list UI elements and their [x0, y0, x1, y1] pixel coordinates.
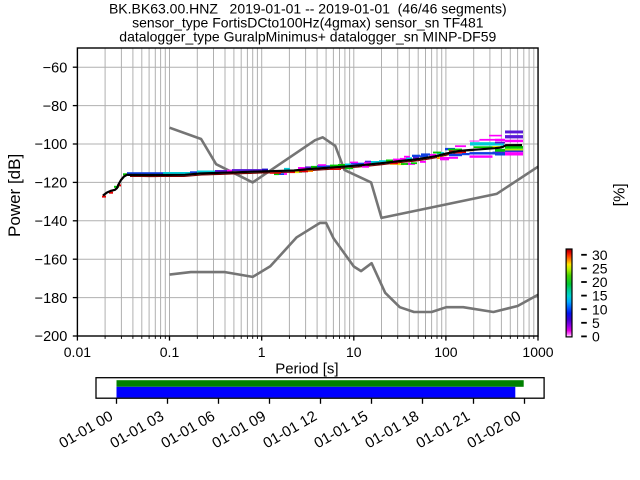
- svg-text:Period [s]: Period [s]: [275, 361, 338, 378]
- svg-text:0: 0: [592, 329, 600, 345]
- svg-text:−60: −60: [43, 60, 68, 76]
- svg-text:0.01: 0.01: [64, 344, 91, 360]
- svg-text:10: 10: [592, 301, 608, 317]
- svg-text:1000: 1000: [522, 344, 553, 360]
- svg-text:100: 100: [434, 344, 458, 360]
- svg-text:datalogger_type GuralpMinimus+: datalogger_type GuralpMinimus+ datalogge…: [119, 29, 496, 45]
- svg-text:25: 25: [592, 261, 608, 277]
- svg-text:−80: −80: [43, 99, 68, 115]
- svg-text:−180: −180: [35, 291, 68, 307]
- svg-text:30: 30: [592, 247, 608, 263]
- svg-text:sensor_type FortisDCto100Hz(4g: sensor_type FortisDCto100Hz(4gmax) senso…: [132, 15, 484, 31]
- svg-text:20: 20: [592, 274, 608, 290]
- svg-text:0.1: 0.1: [160, 344, 180, 360]
- svg-text:−140: −140: [35, 214, 68, 230]
- svg-text:−100: −100: [35, 137, 68, 153]
- svg-text:BK.BK63.00.HNZ 2019-01-01 --: BK.BK63.00.HNZ 2019-01-01 -- 2019-01-01 …: [109, 1, 507, 17]
- svg-text:−160: −160: [35, 252, 68, 268]
- svg-text:5: 5: [592, 315, 600, 331]
- svg-text:−120: −120: [35, 176, 68, 192]
- svg-text:1: 1: [258, 344, 266, 360]
- svg-text:10: 10: [346, 344, 362, 360]
- svg-text:[%]: [%]: [612, 183, 629, 206]
- svg-text:15: 15: [592, 288, 608, 304]
- svg-text:Power [dB]: Power [dB]: [5, 154, 24, 237]
- svg-text:−200: −200: [35, 329, 68, 345]
